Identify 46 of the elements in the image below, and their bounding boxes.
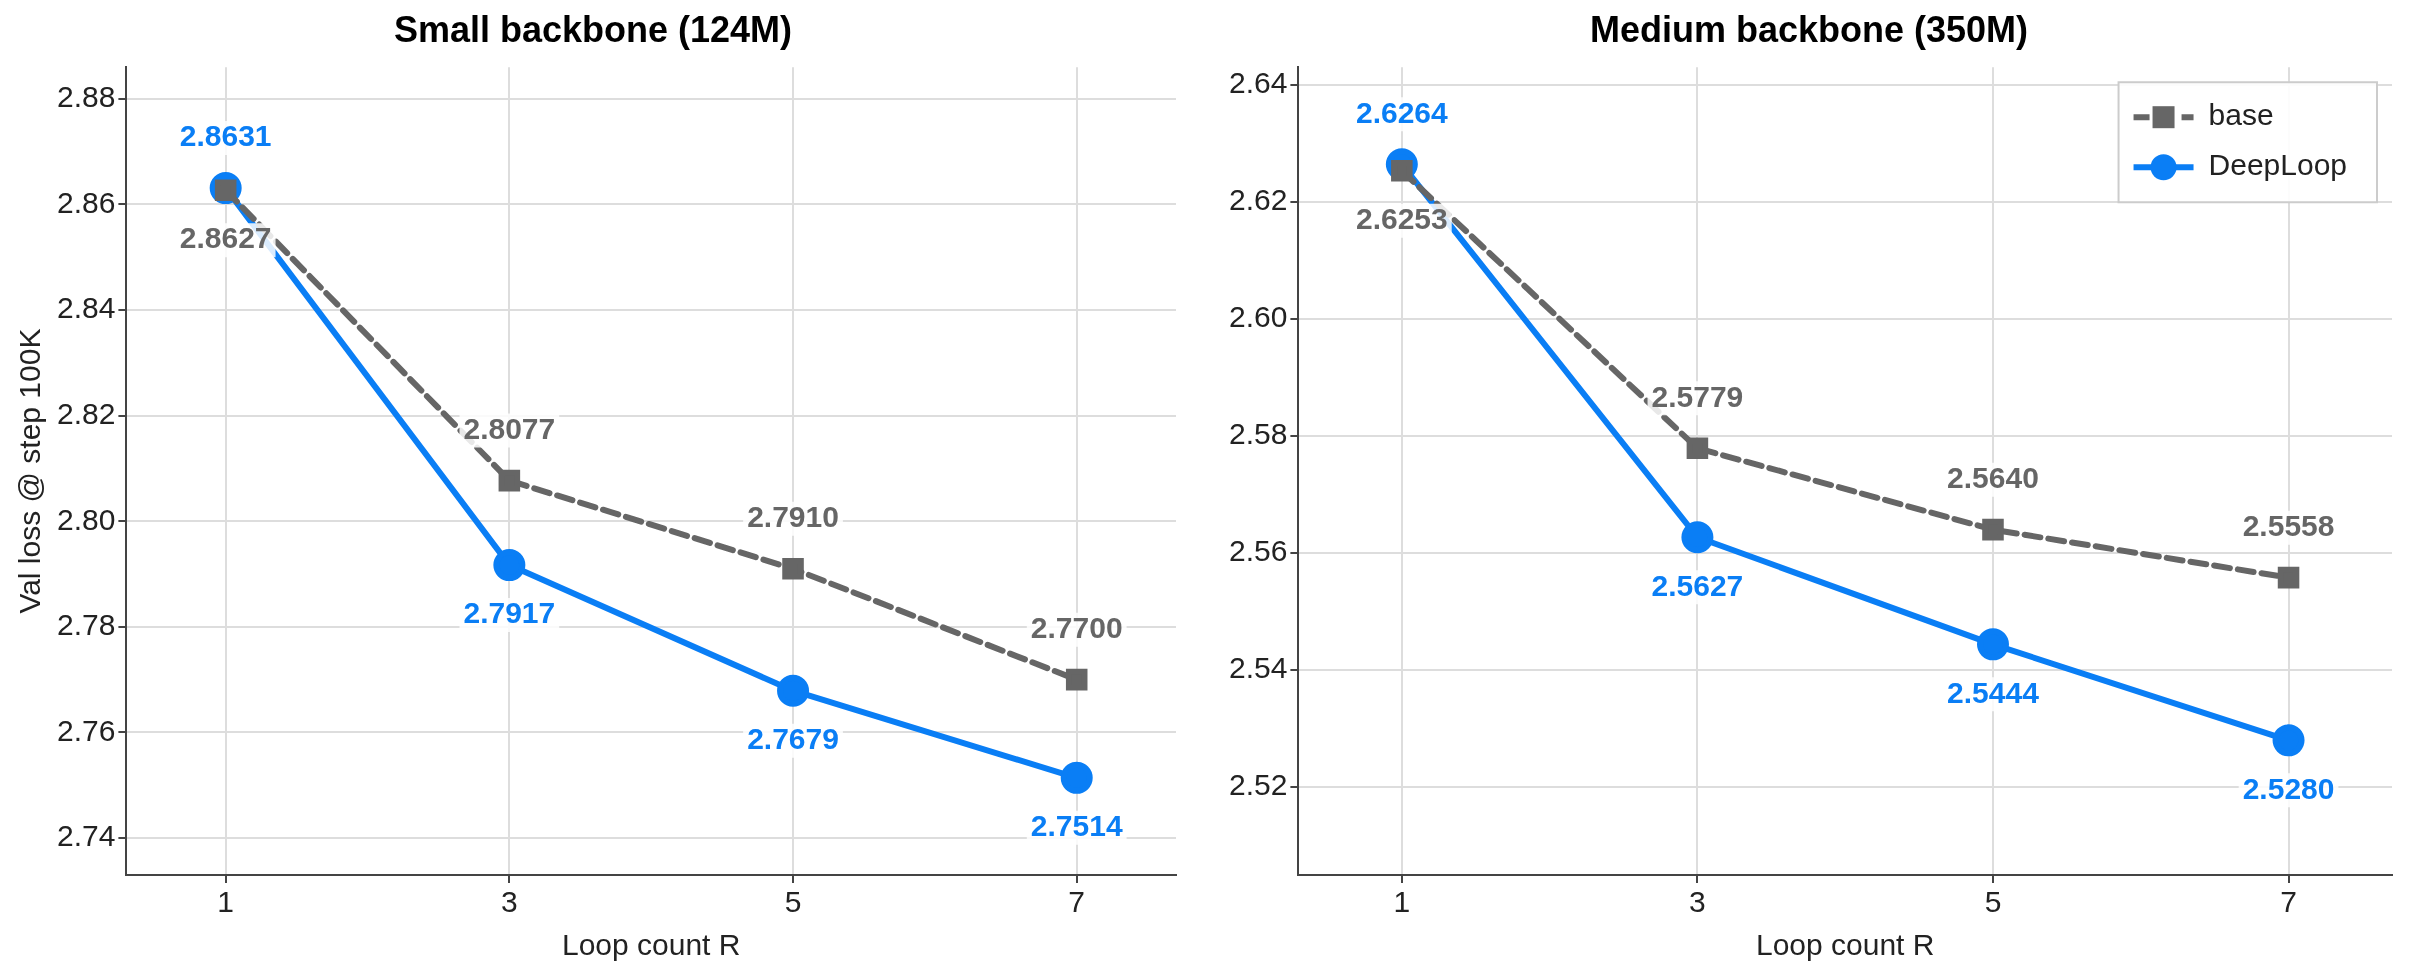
data-label: 2.5280 (2242, 771, 2335, 805)
x-tick-label: 7 (2280, 885, 2297, 919)
y-tick-label: 2.76 (57, 713, 116, 747)
data-label: 2.7917 (463, 596, 556, 630)
data-label: 2.5444 (1947, 675, 2040, 709)
y-tick-label: 2.74 (57, 819, 116, 853)
data-label: 2.5640 (1947, 460, 2039, 494)
y-tick-label: 2.58 (1229, 417, 1288, 451)
chart-title: Medium backbone (350M) (1589, 8, 2029, 50)
x-tick-label: 3 (501, 885, 518, 919)
y-tick-label: 2.82 (57, 396, 116, 430)
y-tick-label: 2.88 (57, 80, 116, 114)
x-tick-label: 1 (217, 885, 235, 919)
y-tick-label: 2.52 (1229, 768, 1288, 802)
data-label: 2.6264 (1355, 95, 1449, 129)
y-tick-label: 2.64 (1229, 66, 1288, 100)
y-tick-label: 2.84 (57, 291, 116, 325)
x-axis-title: Loop count R (561, 928, 741, 962)
chart-title: Small backbone (124M) (393, 8, 793, 50)
y-tick-label: 2.60 (1229, 300, 1288, 334)
y-tick-label: 2.62 (1229, 183, 1288, 217)
data-label: 2.8631 (179, 119, 272, 153)
x-tick-label: 7 (1068, 885, 1086, 919)
data-label: 2.7910 (747, 500, 839, 534)
data-label: 2.6253 (1355, 202, 1448, 236)
y-tick-label: 2.56 (1229, 534, 1288, 568)
data-label: 2.7679 (747, 722, 839, 755)
legend-label: base (2208, 98, 2274, 132)
x-tick-label: 5 (784, 885, 802, 919)
data-label: 2.7700 (1030, 610, 1123, 644)
x-tick-label: 5 (1984, 885, 2002, 919)
data-label: 2.5779 (1651, 379, 1744, 413)
data-label: 2.5558 (2242, 508, 2335, 542)
data-label: 2.5627 (1651, 568, 1744, 602)
x-tick-label: 3 (1689, 885, 1706, 919)
y-tick-label: 2.78 (57, 608, 116, 642)
data-label: 2.7514 (1030, 809, 1123, 843)
data-label: 2.8627 (179, 221, 272, 255)
y-tick-label: 2.86 (57, 185, 116, 219)
y-axis-title: Val loss @ step 100K (13, 328, 47, 614)
y-tick-label: 2.54 (1229, 651, 1288, 685)
data-label: 2.8077 (463, 411, 556, 445)
x-tick-label: 1 (1393, 885, 1411, 919)
legend-label: DeepLoop (2208, 148, 2348, 182)
y-tick-label: 2.80 (57, 502, 116, 536)
x-axis-title: Loop count R (1755, 928, 1935, 962)
